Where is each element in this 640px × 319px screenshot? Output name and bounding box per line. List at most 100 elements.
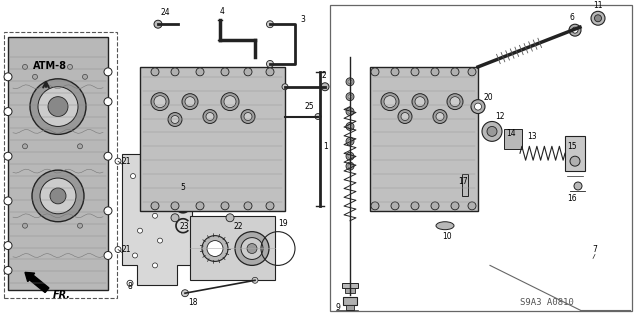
Circle shape — [104, 68, 112, 76]
Circle shape — [4, 73, 12, 81]
Text: 21: 21 — [122, 157, 131, 166]
Circle shape — [595, 15, 602, 22]
Circle shape — [398, 109, 412, 123]
Text: 4: 4 — [220, 7, 225, 16]
Circle shape — [235, 232, 269, 265]
Circle shape — [115, 247, 121, 253]
Bar — [330, 5, 632, 311]
Circle shape — [50, 188, 66, 204]
Bar — [504, 130, 522, 149]
Circle shape — [282, 84, 288, 90]
Circle shape — [348, 164, 352, 168]
Circle shape — [346, 152, 354, 160]
Circle shape — [346, 78, 354, 86]
Circle shape — [104, 98, 112, 106]
Circle shape — [572, 27, 578, 33]
Circle shape — [412, 94, 428, 109]
Circle shape — [104, 152, 112, 160]
Circle shape — [4, 241, 12, 249]
Circle shape — [591, 11, 605, 25]
Bar — [565, 137, 585, 171]
Circle shape — [315, 114, 321, 120]
Circle shape — [391, 68, 399, 76]
Text: S9A3 A0810: S9A3 A0810 — [520, 298, 573, 307]
Circle shape — [436, 113, 444, 121]
Circle shape — [346, 137, 354, 145]
Circle shape — [247, 244, 257, 254]
Circle shape — [474, 103, 481, 110]
Circle shape — [381, 93, 399, 111]
Circle shape — [145, 174, 150, 179]
Circle shape — [132, 253, 138, 258]
Circle shape — [196, 202, 204, 210]
Circle shape — [207, 241, 223, 256]
Text: 7: 7 — [593, 246, 597, 255]
Circle shape — [415, 97, 425, 107]
Bar — [4, 32, 117, 298]
Circle shape — [244, 202, 252, 210]
Bar — [8, 37, 108, 290]
Circle shape — [244, 113, 252, 121]
Bar — [462, 174, 468, 196]
Circle shape — [371, 202, 379, 210]
Text: 17: 17 — [458, 177, 468, 186]
Circle shape — [203, 109, 217, 123]
Text: 19: 19 — [278, 219, 287, 228]
Circle shape — [348, 80, 352, 84]
Circle shape — [391, 202, 399, 210]
Text: 16: 16 — [567, 194, 577, 203]
Text: 22: 22 — [234, 222, 243, 231]
Circle shape — [67, 64, 72, 69]
Text: 13: 13 — [527, 132, 537, 141]
Circle shape — [468, 202, 476, 210]
Text: 12: 12 — [495, 113, 504, 122]
Circle shape — [151, 202, 159, 210]
Circle shape — [48, 97, 68, 116]
Circle shape — [346, 108, 354, 115]
Circle shape — [151, 68, 159, 76]
Circle shape — [32, 170, 84, 222]
Circle shape — [152, 213, 157, 218]
Circle shape — [182, 94, 198, 109]
Circle shape — [202, 236, 228, 262]
Circle shape — [154, 20, 162, 28]
Circle shape — [431, 68, 439, 76]
Text: 5: 5 — [180, 183, 186, 192]
Circle shape — [401, 113, 409, 121]
Text: 18: 18 — [188, 298, 198, 307]
Circle shape — [346, 93, 354, 100]
Circle shape — [77, 223, 83, 228]
Bar — [346, 305, 354, 310]
Text: 20: 20 — [483, 93, 493, 102]
Circle shape — [570, 156, 580, 166]
Circle shape — [171, 68, 179, 76]
Ellipse shape — [436, 222, 454, 230]
Circle shape — [4, 197, 12, 205]
Circle shape — [30, 79, 86, 134]
Circle shape — [348, 109, 352, 114]
Circle shape — [266, 60, 273, 67]
Circle shape — [221, 202, 229, 210]
Text: ATM-8: ATM-8 — [33, 61, 67, 71]
Circle shape — [4, 108, 12, 115]
Circle shape — [221, 68, 229, 76]
Bar — [343, 297, 357, 305]
Circle shape — [241, 238, 263, 259]
Bar — [370, 67, 478, 211]
Text: 24: 24 — [160, 8, 170, 17]
Text: 6: 6 — [570, 13, 575, 22]
Bar — [342, 283, 358, 288]
Circle shape — [266, 21, 273, 28]
Circle shape — [321, 83, 329, 91]
Circle shape — [348, 124, 352, 129]
Circle shape — [468, 68, 476, 76]
Circle shape — [115, 158, 121, 164]
Circle shape — [127, 280, 133, 286]
Circle shape — [348, 95, 352, 99]
Circle shape — [411, 202, 419, 210]
Circle shape — [569, 24, 581, 36]
Circle shape — [371, 68, 379, 76]
Circle shape — [241, 109, 255, 123]
Text: 9: 9 — [335, 303, 340, 312]
Circle shape — [346, 162, 354, 170]
